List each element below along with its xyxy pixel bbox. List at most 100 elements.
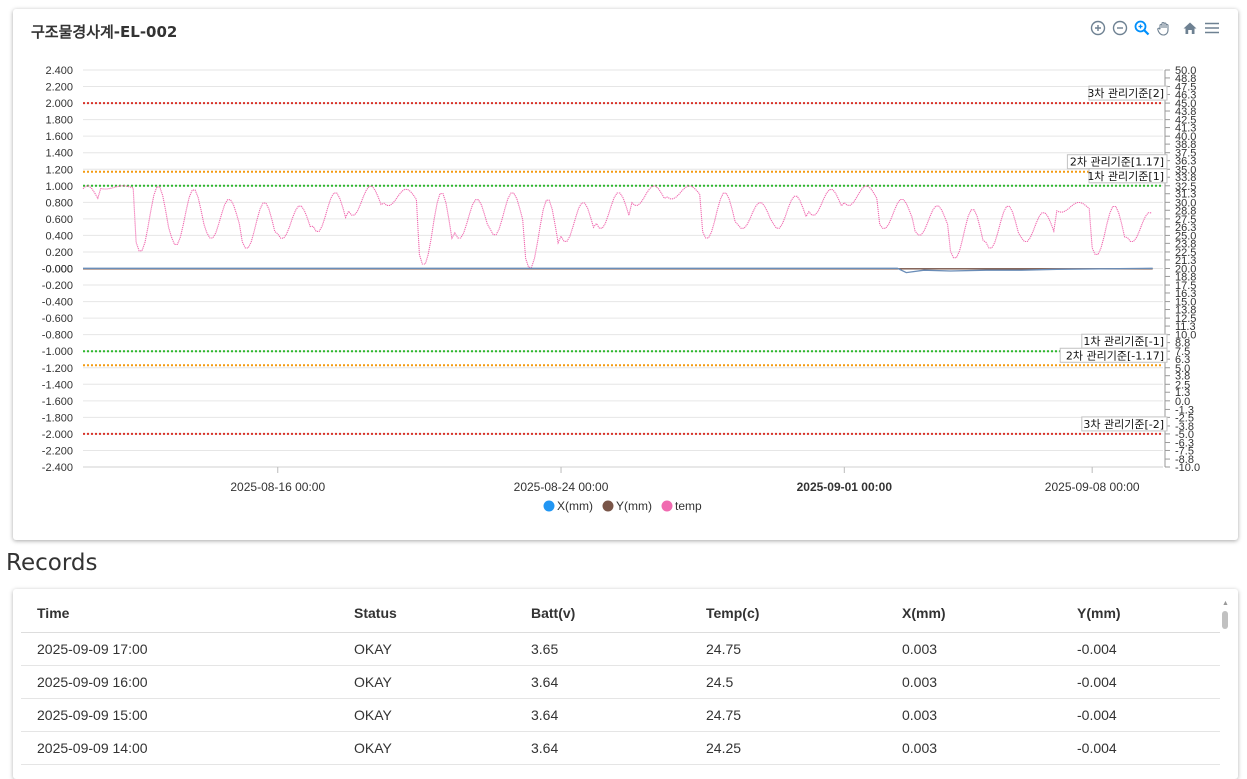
y-left-tick-label: -1.400 xyxy=(42,379,73,391)
y-left-tick-label: 1.400 xyxy=(45,148,73,160)
threshold-label: 3차 관리기준[2] xyxy=(1087,87,1164,100)
x-tick-label: 2025-08-24 00:00 xyxy=(514,480,609,494)
y-left-tick-label: -2.200 xyxy=(42,445,73,457)
legend-marker xyxy=(602,500,614,512)
y-right-tick-label: 36.3 xyxy=(1175,156,1196,168)
y-left-tick-label: -2.400 xyxy=(42,462,73,474)
y-left-tick-label: -0.000 xyxy=(42,264,73,276)
temp-series-line xyxy=(82,185,1152,268)
y-right-tick-label: 18.8 xyxy=(1175,271,1196,283)
legend-label: X(mm) xyxy=(557,499,593,513)
y-right-tick-label: 33.8 xyxy=(1175,172,1196,184)
y-right-tick-label: 43.8 xyxy=(1175,106,1196,118)
legend-label: Y(mm) xyxy=(616,499,652,513)
y-left-tick-label: -1.800 xyxy=(42,412,73,424)
table-row[interactable]: 2025-09-09 14:00 OKAY 3.64 24.25 0.003 -0.004 xyxy=(21,731,1220,765)
y-right-tick-label: 25.0 xyxy=(1175,230,1196,242)
table-cell: 24.75 xyxy=(690,632,886,666)
legend-label: temp xyxy=(675,499,702,513)
y-right-tick-label: 15.0 xyxy=(1175,297,1196,309)
x-tick-label: 2025-09-01 00:00 xyxy=(797,480,893,494)
y-left-tick-label: 2.400 xyxy=(45,65,73,77)
y-right-tick-label: 35.0 xyxy=(1175,164,1196,176)
threshold-label-box xyxy=(1081,416,1168,432)
y-left-tick-label: 1.800 xyxy=(45,115,73,127)
table-cell: 3.65 xyxy=(515,632,690,666)
y-right-tick-label: 26.3 xyxy=(1175,222,1196,234)
table-row[interactable]: 2025-09-09 17:00 OKAY 3.65 24.75 0.003 -0.004 xyxy=(21,632,1220,666)
records-title: Records xyxy=(6,550,98,576)
y-right-tick-label: -8.8 xyxy=(1175,454,1194,466)
selection-zoom-icon[interactable] xyxy=(1133,19,1151,37)
zoom-in-icon[interactable] xyxy=(1089,19,1107,37)
table-cell: OKAY xyxy=(338,731,515,765)
y-right-tick-label: 11.3 xyxy=(1175,321,1196,333)
y-right-tick-label: 6.3 xyxy=(1175,354,1190,366)
y-right-tick-label: 5.0 xyxy=(1175,363,1190,375)
table-scrollbar[interactable]: ▲ xyxy=(1222,600,1229,761)
threshold-label: 2차 관리기준[1.17] xyxy=(1070,156,1164,169)
y-right-tick-label: 27.5 xyxy=(1175,214,1196,226)
y-left-tick-label: 0.200 xyxy=(45,247,73,259)
y-left-tick-label: -0.400 xyxy=(42,297,73,309)
threshold-label-box xyxy=(1059,347,1168,363)
y-right-tick-label: 30.0 xyxy=(1175,197,1196,209)
table-row[interactable]: 2025-09-09 15:00 OKAY 3.64 24.75 0.003 -0.004 xyxy=(21,698,1220,732)
scroll-up-icon[interactable]: ▲ xyxy=(1222,600,1229,607)
x-tick-label: 2025-09-08 00:00 xyxy=(1045,480,1140,494)
column-header[interactable]: Status xyxy=(338,595,515,633)
y-left-tick-label: -1.200 xyxy=(42,363,73,375)
y-left-tick-label: 1.600 xyxy=(45,131,73,143)
y-right-tick-label: 40.0 xyxy=(1175,131,1196,143)
table-cell: 2025-09-09 15:00 xyxy=(21,698,338,732)
table-cell: OKAY xyxy=(338,665,515,699)
column-header[interactable]: Time xyxy=(21,595,338,633)
x-series-line xyxy=(83,267,1153,274)
y-right-tick-label: 0.0 xyxy=(1175,396,1190,408)
column-header[interactable]: Y(mm) xyxy=(1061,595,1220,633)
y-right-tick-label: 17.5 xyxy=(1175,280,1196,292)
records-table-card: Time Status Batt(v) Temp(c) X(mm) Y(mm) 2025-… xyxy=(13,589,1238,779)
table-cell: -0.004 xyxy=(1061,698,1220,732)
y-right-tick-label: 10.0 xyxy=(1175,330,1196,342)
y-right-tick-label: 13.8 xyxy=(1175,305,1196,317)
y-right-tick-label: -6.3 xyxy=(1175,438,1194,450)
table-cell: 24.5 xyxy=(690,665,886,699)
threshold-label-box xyxy=(1088,168,1168,184)
table-cell: 0.003 xyxy=(886,698,1061,732)
y-right-tick-label: -10.0 xyxy=(1175,462,1200,474)
chart-toolbar xyxy=(1089,19,1221,37)
table-row[interactable]: 2025-09-09 16:00 OKAY 3.64 24.5 0.003 -0.004 xyxy=(21,665,1220,699)
y-left-tick-label: 0.000 xyxy=(45,264,73,276)
table-cell: OKAY xyxy=(338,632,515,666)
y-right-tick-label: -1.3 xyxy=(1175,404,1194,416)
table-cell: 0.003 xyxy=(886,731,1061,765)
pan-hand-icon[interactable] xyxy=(1155,19,1173,37)
y-right-tick-label: -7.5 xyxy=(1175,445,1194,457)
y-right-tick-label: 16.3 xyxy=(1175,288,1196,300)
y-right-tick-label: 22.5 xyxy=(1175,247,1196,259)
y-right-tick-label: 45.0 xyxy=(1175,98,1196,110)
menu-icon[interactable] xyxy=(1203,19,1221,37)
y-left-tick-label: 0.400 xyxy=(45,230,73,242)
y-right-tick-label: 7.5 xyxy=(1175,346,1190,358)
y-right-tick-label: 48.8 xyxy=(1175,73,1196,85)
zoom-out-icon[interactable] xyxy=(1111,19,1129,37)
y-right-tick-label: 23.8 xyxy=(1175,238,1196,250)
column-header[interactable]: X(mm) xyxy=(886,595,1061,633)
line-chart[interactable]: 2.400 2.200 2.000 1.800 1.600 1.400 1.200 1.000… xyxy=(13,9,1238,540)
threshold-label: 2차 관리기준[-1.17] xyxy=(1066,349,1164,362)
scroll-thumb[interactable] xyxy=(1222,611,1228,629)
y-right-tick-label: 2.5 xyxy=(1175,379,1190,391)
column-header[interactable]: Batt(v) xyxy=(515,595,690,633)
y-left-tick-label: -0.200 xyxy=(42,280,73,292)
y-right-tick-label: 50.0 xyxy=(1175,65,1196,77)
table-cell: 24.25 xyxy=(690,731,886,765)
table-cell: -0.004 xyxy=(1061,731,1220,765)
table-cell: 2025-09-09 14:00 xyxy=(21,731,338,765)
y-left-tick-label: -1.000 xyxy=(42,346,73,358)
table-cell: 3.64 xyxy=(515,731,690,765)
y-left-tick-label: 1.000 xyxy=(45,181,73,193)
column-header[interactable]: Temp(c) xyxy=(690,595,886,633)
home-icon[interactable] xyxy=(1181,19,1199,37)
